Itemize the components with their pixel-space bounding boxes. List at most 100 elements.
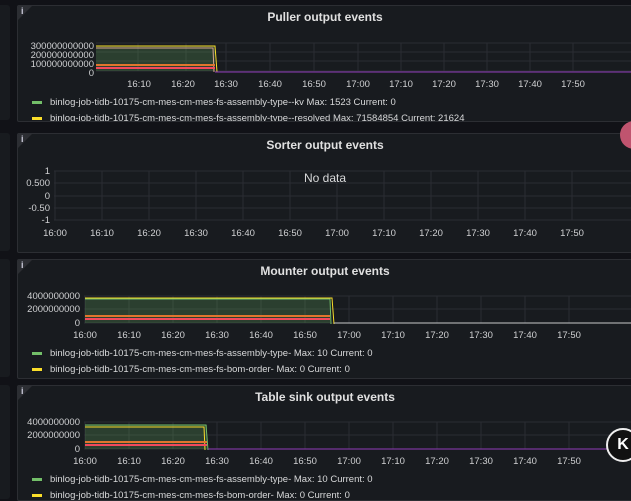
y-tick: -0.50 [28, 203, 50, 214]
x-tick: 16:50 [302, 79, 326, 90]
x-tick: 16:40 [258, 79, 282, 90]
panel-title[interactable]: Sorter output events [266, 138, 384, 152]
k-floating-button[interactable]: K [606, 428, 631, 462]
mounter-chart: 4000000000 2000000000 0 16:00 16:10 16:2… [27, 291, 631, 341]
x-tick: 17:10 [389, 79, 413, 90]
y-tick: 200000000000 [31, 50, 94, 61]
info-icon: i [21, 386, 24, 396]
x-tick: 17:40 [518, 79, 542, 90]
sorter-chart: 1 0.500 0 -0.50 -1 16:00 16:10 16:20 16:… [26, 166, 631, 239]
x-tick: 17:50 [557, 456, 581, 467]
legend-label: binlog-job-tidb-10175-cm-mes-cm-mes-fs-b… [50, 364, 350, 375]
panel-title[interactable]: Puller output events [267, 10, 383, 24]
legend-item[interactable]: binlog-job-tidb-10175-cm-mes-cm-mes-fs-b… [32, 362, 373, 378]
x-tick: 17:00 [346, 79, 370, 90]
x-tick: 16:10 [127, 79, 151, 90]
series-band [96, 67, 215, 69]
x-tick: 17:20 [425, 330, 449, 341]
x-tick: 16:40 [249, 330, 273, 341]
y-tick: 0 [45, 191, 50, 202]
legend-item[interactable]: binlog-job-tidb-10175-cm-mes-cm-mes-fs-a… [32, 95, 464, 111]
x-tick: 16:10 [117, 330, 141, 341]
x-tick: 16:30 [214, 79, 238, 90]
floating-pink-button[interactable] [620, 121, 631, 149]
panel-info-corner[interactable]: i [18, 260, 32, 274]
legend-swatch [32, 351, 42, 355]
legend-item[interactable]: binlog-job-tidb-10175-cm-mes-cm-mes-fs-a… [32, 346, 373, 362]
x-tick: 17:30 [466, 228, 490, 239]
legend: binlog-job-tidb-10175-cm-mes-cm-mes-fs-a… [32, 346, 373, 378]
legend-label: binlog-job-tidb-10175-cm-mes-cm-mes-fs-a… [50, 474, 373, 485]
x-tick: 16:40 [249, 456, 273, 467]
x-tick: 17:20 [425, 456, 449, 467]
info-icon: i [21, 260, 24, 270]
x-tick: 17:40 [513, 330, 537, 341]
series-line [85, 424, 209, 451]
x-tick: 16:20 [161, 456, 185, 467]
x-tick: 17:40 [513, 456, 537, 467]
x-tick: 17:30 [469, 456, 493, 467]
x-tick: 16:00 [43, 228, 67, 239]
panel-info-corner[interactable]: i [18, 6, 32, 20]
panel-title[interactable]: Table sink output events [255, 390, 395, 404]
panel-info-corner[interactable]: i [18, 134, 32, 148]
panel-title[interactable]: Mounter output events [260, 264, 390, 278]
x-tick: 17:00 [325, 228, 349, 239]
legend: binlog-job-tidb-10175-cm-mes-cm-mes-fs-a… [32, 472, 373, 501]
legend-swatch [32, 116, 42, 120]
x-tick: 17:50 [560, 228, 584, 239]
x-tick: 16:30 [184, 228, 208, 239]
info-icon: i [21, 134, 24, 144]
legend: binlog-job-tidb-10175-cm-mes-cm-mes-fs-a… [32, 95, 465, 122]
x-tick: 16:40 [231, 228, 255, 239]
y-tick: 0.500 [26, 178, 50, 189]
legend-item[interactable]: binlog-job-tidb-10175-cm-mes-cm-mes-fs-b… [32, 488, 373, 501]
x-tick: 16:50 [278, 228, 302, 239]
series-kv-area [96, 46, 215, 71]
y-tick: -1 [42, 215, 50, 226]
x-tick: 16:00 [73, 456, 97, 467]
legend-item[interactable]: binlog-job-tidb-10175-cm-mes-cm-mes-fs-a… [32, 472, 373, 488]
y-tick: 2000000000 [27, 430, 80, 441]
adjacent-panel-strip [0, 5, 10, 120]
x-tick: 16:50 [293, 330, 317, 341]
y-tick: 0 [89, 68, 94, 79]
legend-item[interactable]: binlog-job-tidb-10175-cm-mes-cm-mes-fs-a… [32, 111, 465, 122]
no-data-message: No data [303, 171, 347, 185]
x-tick: 16:50 [293, 456, 317, 467]
mounter-output-panel: i Mounter output events 4000000000 20000… [17, 259, 631, 379]
x-tick: 16:20 [161, 330, 185, 341]
legend-label: binlog-job-tidb-10175-cm-mes-cm-mes-fs-a… [50, 113, 465, 122]
legend-label: binlog-job-tidb-10175-cm-mes-cm-mes-fs-b… [50, 490, 350, 501]
x-tick: 17:00 [337, 330, 361, 341]
x-tick: 17:30 [469, 330, 493, 341]
x-tick: 17:00 [337, 456, 361, 467]
panel-info-corner[interactable]: i [18, 386, 32, 400]
info-icon: i [21, 6, 24, 16]
x-tick: 17:20 [419, 228, 443, 239]
y-tick: 2000000000 [27, 304, 80, 315]
x-tick: 17:30 [475, 79, 499, 90]
series-band [85, 444, 207, 446]
puller-chart: 300000000000 200000000000 100000000000 0… [31, 41, 631, 90]
y-tick: 100000000000 [31, 59, 94, 70]
series-band [85, 315, 330, 317]
x-tick: 17:10 [372, 228, 396, 239]
series-band [96, 64, 215, 66]
adjacent-panel-strip [0, 385, 10, 499]
y-tick: 1 [45, 166, 50, 177]
x-tick: 16:10 [90, 228, 114, 239]
y-tick: 4000000000 [27, 291, 80, 302]
x-tick: 16:30 [205, 330, 229, 341]
x-tick: 16:30 [205, 456, 229, 467]
series-resolved-line [96, 45, 218, 73]
x-tick: 16:20 [171, 79, 195, 90]
puller-output-panel: i Puller output events 300000000000 2000… [17, 5, 631, 122]
table-sink-output-panel: i Table sink output events 4000000000 20… [17, 385, 631, 501]
x-tick: 17:10 [381, 456, 405, 467]
series-line [85, 297, 335, 325]
table-sink-chart: 4000000000 2000000000 0 16:00 16:10 16:2… [27, 417, 631, 467]
y-tick: 0 [75, 318, 80, 329]
y-tick: 4000000000 [27, 417, 80, 428]
series-band [85, 318, 330, 320]
